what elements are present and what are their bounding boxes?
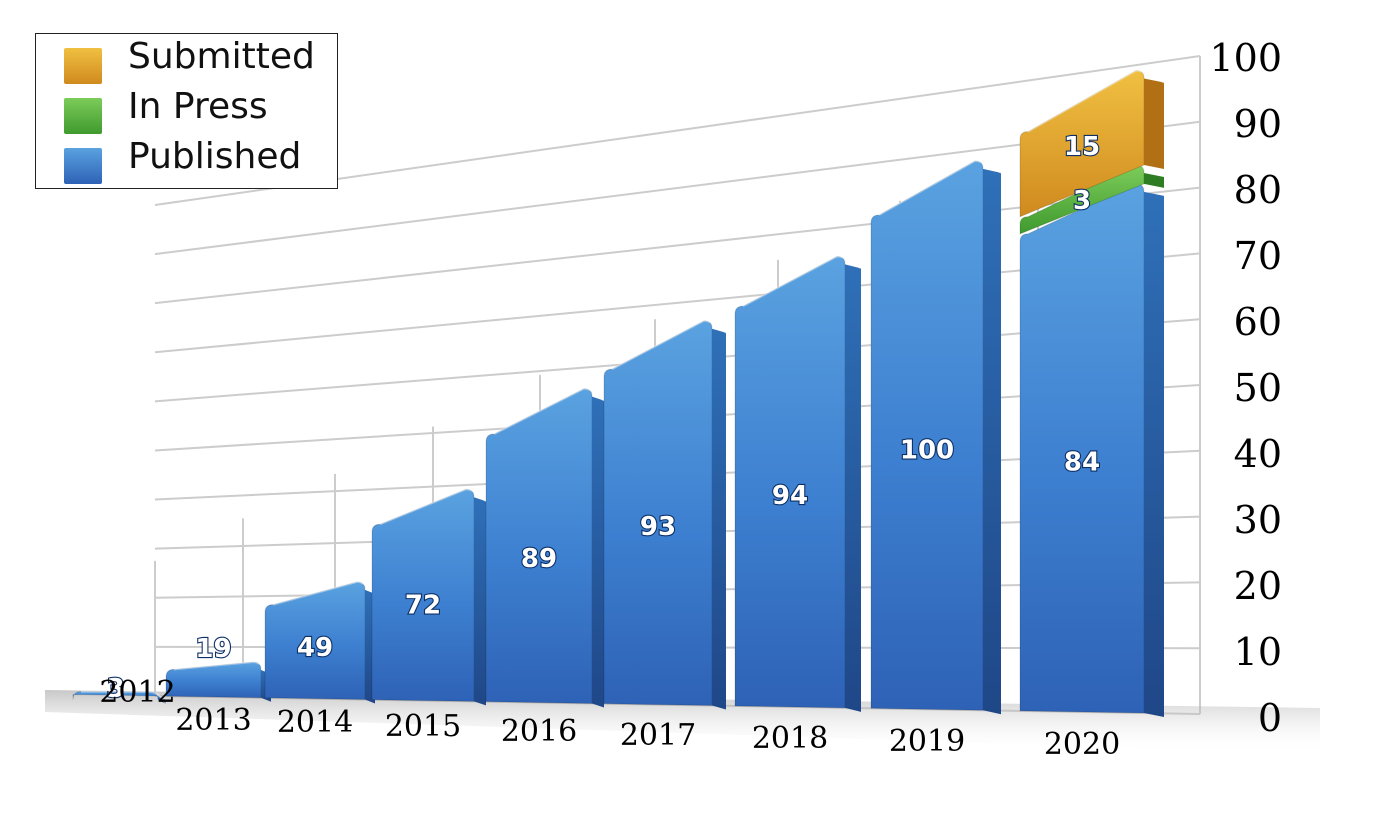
y-tick-label-0: 0 xyxy=(1258,696,1282,740)
value-label-published-2012: 3 xyxy=(106,674,124,704)
y-tick-label-20: 20 xyxy=(1234,564,1282,608)
bar-side-published-2020 xyxy=(1144,191,1164,718)
bar-side-published-2012 xyxy=(158,695,166,704)
value-label-published-2018: 94 xyxy=(772,481,808,511)
bar-published-2016 xyxy=(485,388,593,704)
y-axis: 0 10 20 30 40 50 60 70 80 90 100 xyxy=(1209,36,1282,740)
bar-group-2016 xyxy=(485,387,605,708)
legend-item-published: Published xyxy=(64,136,334,186)
legend: Submitted In Press Published xyxy=(35,33,338,189)
value-label-published-2016: 89 xyxy=(521,544,557,574)
bar-side-published-2018 xyxy=(845,264,861,712)
x-tick-label-2017: 2017 xyxy=(620,718,696,753)
bars xyxy=(72,69,1165,718)
bar-published-2018 xyxy=(734,255,846,709)
y-tick-label-60: 60 xyxy=(1234,300,1282,344)
bar-group-2017 xyxy=(603,319,727,710)
legend-item-submitted: Submitted xyxy=(64,36,334,86)
x-tick-label-2018: 2018 xyxy=(752,721,828,756)
x-tick-label-2019: 2019 xyxy=(889,724,965,759)
legend-swatch-submitted xyxy=(64,48,102,84)
bar-top-highlight-submitted-2020 xyxy=(1027,69,1165,133)
bar-side-published-2016 xyxy=(592,396,604,708)
y-tick-label-10: 10 xyxy=(1234,630,1282,674)
bar-published-2017 xyxy=(603,320,713,707)
y-tick-label-50: 50 xyxy=(1234,366,1282,410)
value-label-published-2013: 19 xyxy=(195,634,231,664)
bar-top-highlight-published-2018 xyxy=(742,255,862,308)
y-tick-label-80: 80 xyxy=(1234,168,1282,212)
bar-group-2012 xyxy=(72,690,167,705)
bar-published-2019 xyxy=(870,160,984,711)
legend-swatch-published xyxy=(64,148,102,184)
bar-side-published-2015 xyxy=(474,497,486,706)
bar-side-in-press-2020 xyxy=(1144,172,1164,188)
bar-submitted-2020 xyxy=(1019,69,1145,218)
y-tick-label-30: 30 xyxy=(1234,498,1282,542)
legend-label-in-press: In Press xyxy=(128,86,268,127)
x-tick-label-2014: 2014 xyxy=(277,705,353,740)
bar-group-2013 xyxy=(165,661,272,702)
bar-group-2015 xyxy=(371,488,487,706)
bar-top-highlight-published-2017 xyxy=(611,319,727,371)
legend-label-submitted: Submitted xyxy=(128,36,315,77)
value-label-published-2020: 84 xyxy=(1064,447,1100,477)
y-tick-label-40: 40 xyxy=(1234,432,1282,476)
legend-label-published: Published xyxy=(128,136,302,177)
bar-side-published-2017 xyxy=(712,328,726,710)
y-tick-label-100: 100 xyxy=(1209,36,1282,80)
value-labels: 3 19 49 72 89 93 94 100 84 3 15 xyxy=(105,131,1101,705)
value-label-published-2017: 93 xyxy=(640,512,676,542)
floor-shadow-band xyxy=(45,690,1320,754)
x-tick-label-2013: 2013 xyxy=(175,703,251,738)
x-tick-label-2016: 2016 xyxy=(501,714,577,749)
bar-group-2018 xyxy=(734,255,862,712)
bar-top-highlight-published-2015 xyxy=(379,488,487,526)
value-label-published-2019: 100 xyxy=(900,436,954,466)
x-tick-label-2015: 2015 xyxy=(385,709,461,744)
y-tick-label-90: 90 xyxy=(1234,102,1282,146)
bar-group-2019 xyxy=(870,159,1002,715)
x-tick-label-2020: 2020 xyxy=(1044,727,1120,762)
bar-published-2012 xyxy=(72,691,159,700)
bar-top-highlight-published-2019 xyxy=(878,159,1002,216)
bar-published-2013 xyxy=(165,661,262,699)
y-tick-label-70: 70 xyxy=(1234,234,1282,278)
bar-side-submitted-2020 xyxy=(1144,78,1164,169)
legend-swatch-in-press xyxy=(64,98,102,134)
value-label-published-2014: 49 xyxy=(297,633,333,663)
bar-group-2020 xyxy=(1019,69,1165,718)
value-label-published-2015: 72 xyxy=(405,591,441,621)
bar-published-2015 xyxy=(371,488,475,702)
x-tick-label-2012: 2012 xyxy=(99,675,175,710)
bar-top-highlight-published-2012 xyxy=(80,690,167,705)
legend-item-in-press: In Press xyxy=(64,86,334,136)
floor-shadow xyxy=(45,690,1320,754)
value-label-submitted-2020: 15 xyxy=(1064,132,1100,162)
bar-side-published-2019 xyxy=(983,168,1001,715)
bar-top-highlight-published-2016 xyxy=(493,387,605,435)
value-label-in-press-2020: 3 xyxy=(1073,186,1091,216)
bar-published-2014 xyxy=(264,581,366,701)
